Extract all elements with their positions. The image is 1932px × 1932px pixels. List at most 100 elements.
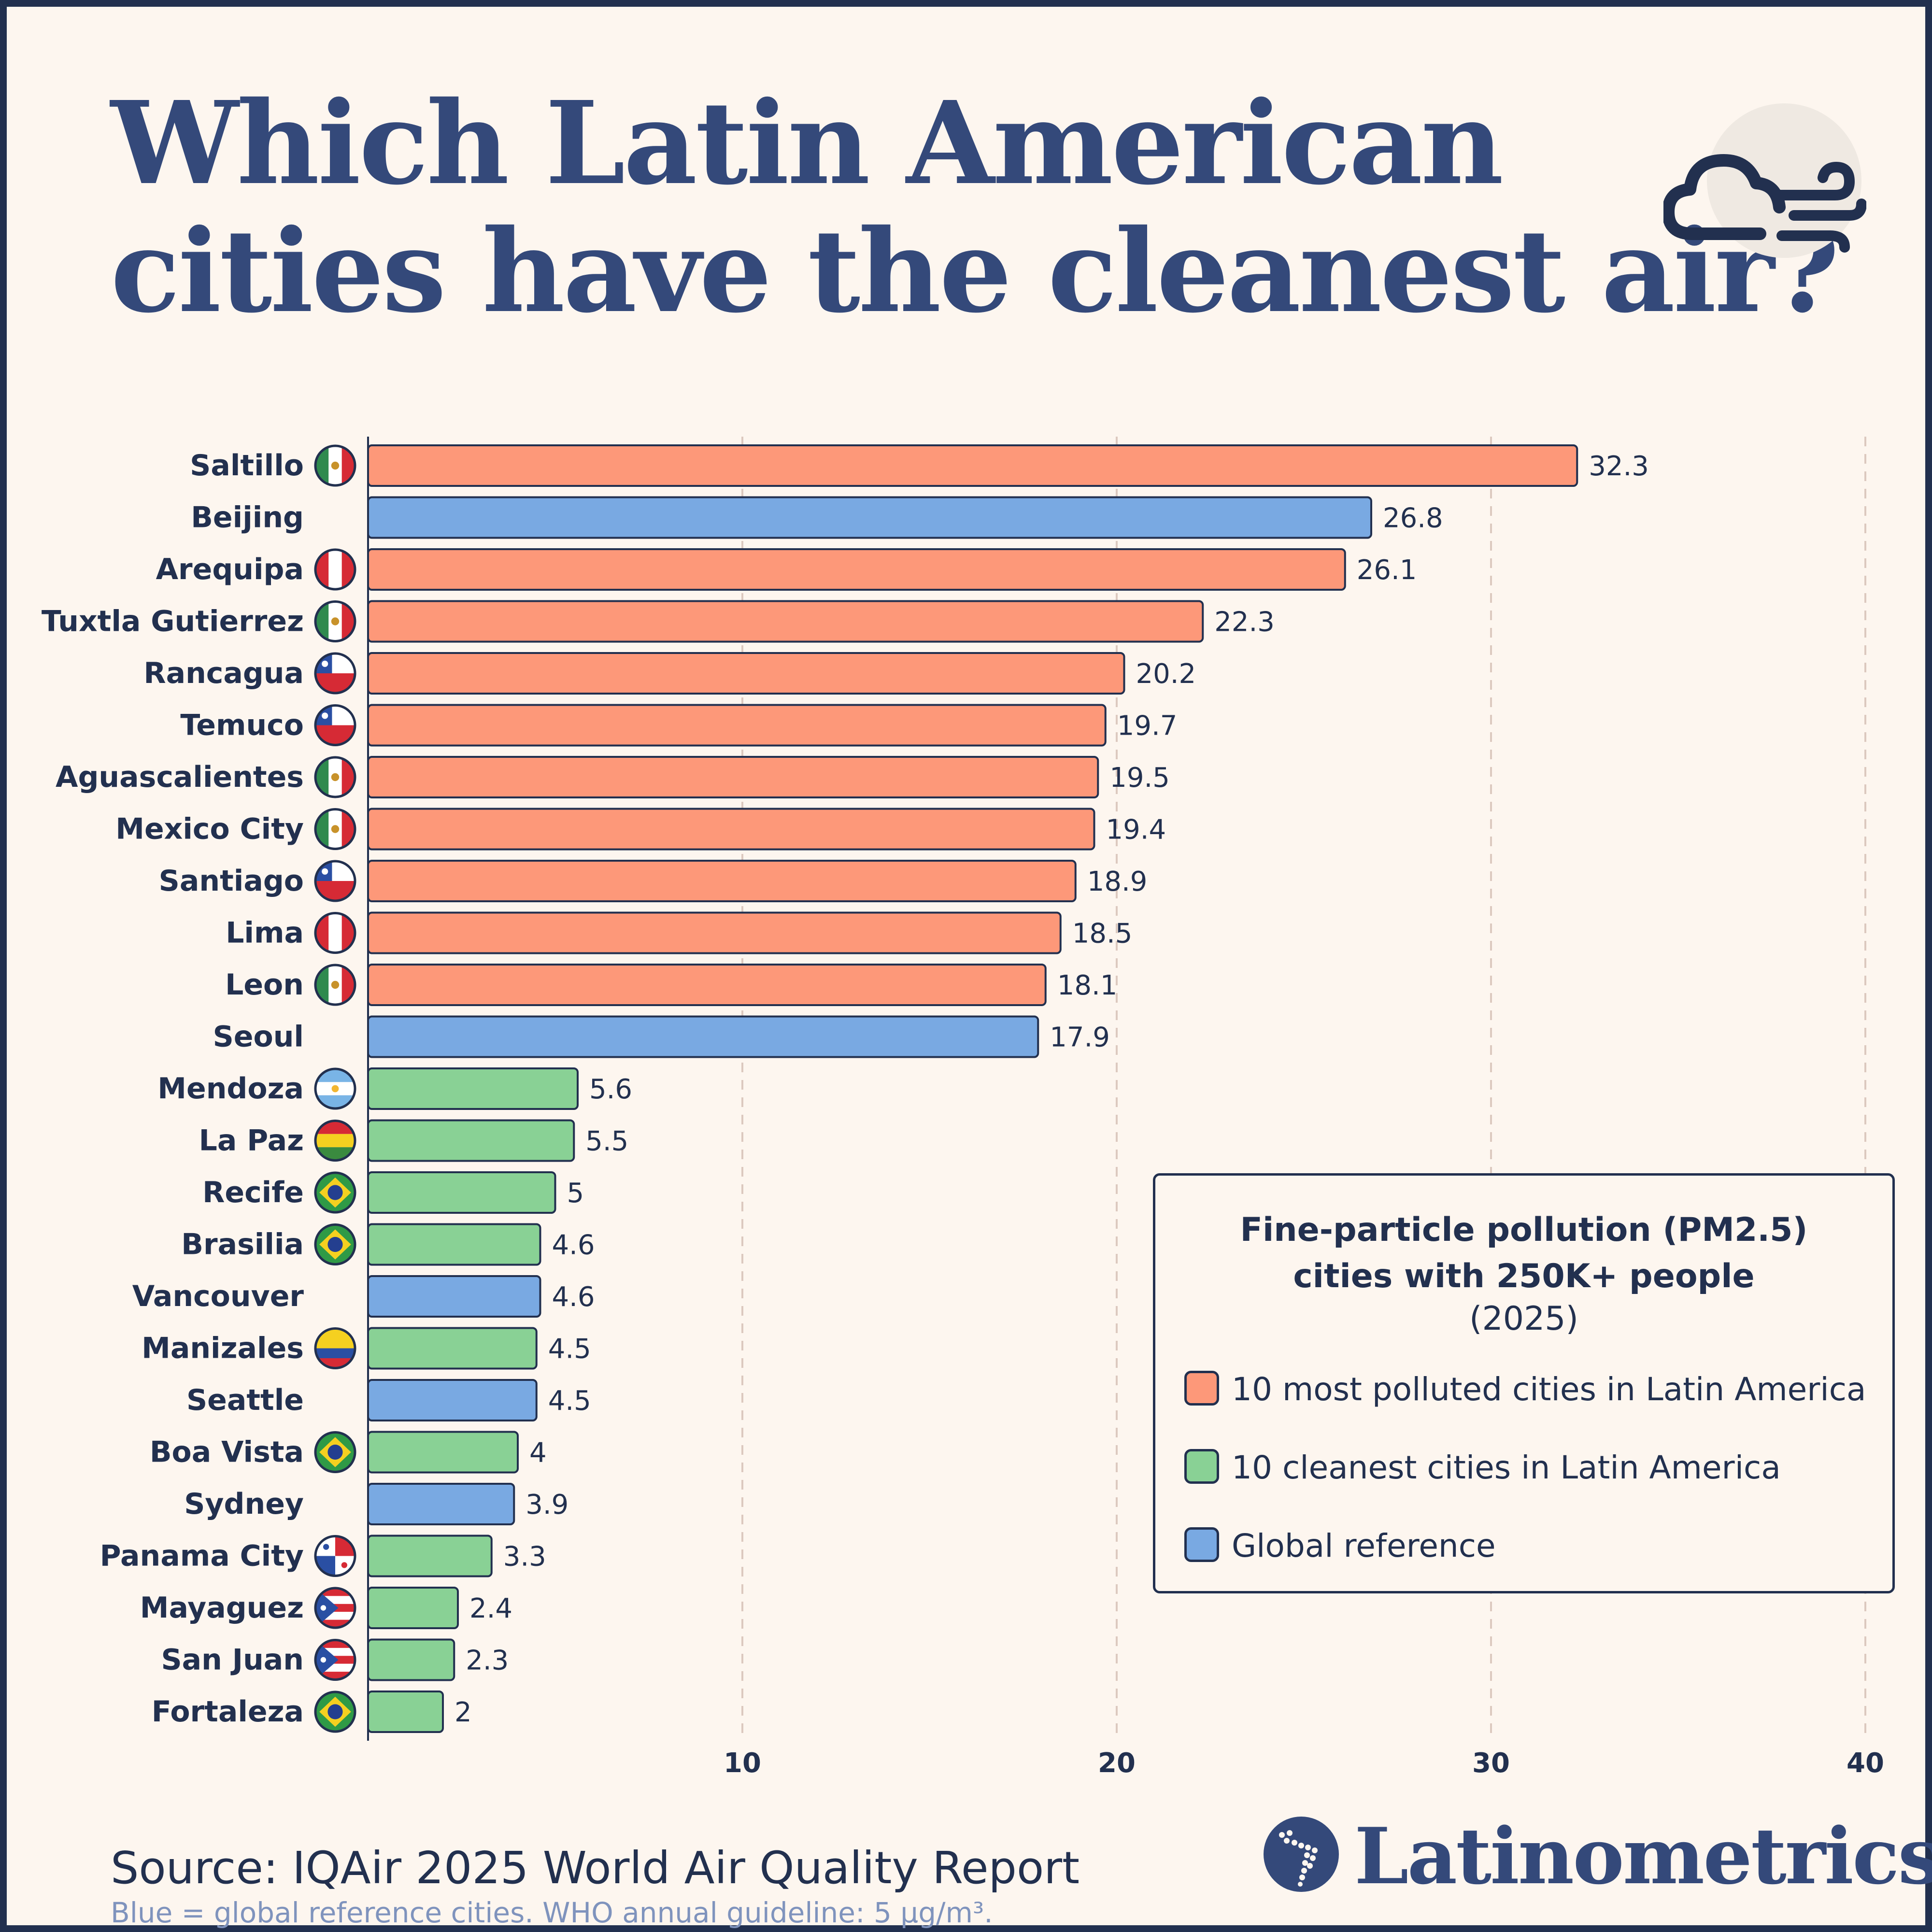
value-label-la-paz: 5.5 [585,1126,628,1157]
flag-icon-peru [314,912,356,954]
legend-label-clean: 10 cleanest cities in Latin America [1232,1449,1781,1486]
flag-icon-brazil [314,1171,356,1214]
city-label-leon: Leon [225,968,304,1002]
cloud-wind-icon [1663,154,1866,253]
bar-temuco [367,704,1107,747]
bar-lima [367,911,1062,954]
source-text: Source: IQAir 2025 World Air Quality Rep… [111,1842,1080,1894]
city-label-temuco: Temuco [180,709,304,742]
bar-leon [367,964,1047,1006]
city-label-sydney: Sydney [184,1487,304,1521]
bar-sydney [367,1483,515,1525]
value-label-leon: 18.1 [1057,970,1118,1001]
flag-icon-chile [314,704,356,746]
legend-swatch-clean [1184,1449,1219,1484]
city-label-beijing: Beijing [191,501,304,535]
bar-brasilia [367,1223,541,1266]
footnote: Blue = global reference cities. WHO annu… [111,1896,993,1929]
value-label-sydney: 3.9 [526,1489,568,1520]
city-label-tuxtla-gutierrez: Tuxtla Gutierrez [42,605,304,639]
flag-icon-brazil [314,1431,356,1473]
city-label-rancagua: Rancagua [143,656,304,690]
city-label-san-juan: San Juan [161,1643,304,1677]
city-label-saltillo: Saltillo [190,449,304,483]
value-label-temuco: 19.7 [1117,710,1178,742]
legend-swatch-global [1184,1527,1219,1562]
city-label-mexico-city: Mexico City [115,812,304,846]
value-label-manizales: 4.5 [548,1334,591,1365]
city-label-brasilia: Brasilia [181,1228,304,1262]
value-label-mendoza: 5.6 [589,1074,632,1105]
city-label-fortaleza: Fortaleza [152,1695,304,1729]
x-tick-label: 10 [724,1747,761,1779]
city-label-aguascalientes: Aguascalientes [56,760,304,794]
latin-america-map-logo-icon [1264,1817,1339,1892]
city-label-seoul: Seoul [213,1020,304,1054]
value-label-rancagua: 20.2 [1136,658,1196,690]
value-label-vancouver: 4.6 [552,1281,595,1313]
bar-recife [367,1171,556,1214]
city-label-manizales: Manizales [142,1332,304,1365]
value-label-aguascalientes: 19.5 [1109,762,1170,794]
bar-panama-city [367,1534,493,1577]
flag-icon-mexico [314,444,356,487]
city-label-vancouver: Vancouver [132,1279,304,1313]
flag-icon-chile [314,652,356,695]
bar-vancouver [367,1275,541,1318]
value-label-seattle: 4.5 [548,1385,591,1417]
bar-rancagua [367,652,1125,695]
flag-icon-puerto-rico [314,1587,356,1629]
city-label-mayaguez: Mayaguez [140,1591,304,1625]
title-line-2: cities have the cleanest air? [111,204,1839,338]
value-label-saltillo: 32.3 [1589,451,1649,482]
legend-title-line-2: cities with 250K+ people [1293,1257,1755,1295]
x-tick-label: 30 [1472,1747,1510,1779]
value-label-mexico-city: 19.4 [1106,814,1166,846]
value-label-san-juan: 2.3 [466,1645,509,1676]
flag-icon-chile [314,860,356,902]
city-label-la-paz: La Paz [199,1124,304,1158]
legend-subtitle: (2025) [1469,1300,1579,1338]
value-label-brasilia: 4.6 [552,1230,595,1261]
value-label-beijing: 26.8 [1383,503,1443,534]
bar-mayaguez [367,1587,459,1629]
value-label-recife: 5 [567,1178,584,1209]
flag-icon-argentina [314,1067,356,1110]
legend-title: Fine-particle pollution (PM2.5) cities w… [1155,1207,1892,1300]
flag-icon-brazil [314,1223,356,1265]
bar-aguascalientes [367,756,1099,798]
bar-mexico-city [367,808,1095,851]
legend-swatch-polluted [1184,1371,1219,1406]
value-label-mayaguez: 2.4 [469,1593,512,1624]
x-tick-label: 20 [1098,1747,1136,1779]
bar-santiago [367,860,1077,902]
bar-arequipa [367,548,1346,591]
bar-saltillo [367,444,1578,487]
bar-tuxtla-gutierrez [367,600,1204,643]
value-label-santiago: 18.9 [1087,866,1148,897]
city-label-panama-city: Panama City [100,1539,304,1573]
value-label-lima: 18.5 [1072,918,1133,950]
city-label-boa-vista: Boa Vista [150,1435,304,1469]
value-label-fortaleza: 2 [455,1697,472,1728]
flag-icon-mexico [314,808,356,850]
legend-label-global: Global reference [1232,1527,1496,1564]
x-tick-label: 40 [1847,1747,1884,1779]
legend: Fine-particle pollution (PM2.5) cities w… [1153,1173,1895,1593]
flag-icon-brazil [314,1690,356,1733]
page-title: Which Latin American cities have the cle… [111,79,1839,338]
flag-icon-puerto-rico [314,1639,356,1681]
flag-icon-mexico [314,756,356,798]
legend-label-polluted: 10 most polluted cities in Latin America [1232,1371,1866,1408]
value-label-panama-city: 3.3 [503,1541,546,1573]
value-label-seoul: 17.9 [1050,1022,1110,1053]
flag-icon-mexico [314,600,356,642]
city-label-arequipa: Arequipa [156,553,304,586]
bar-fortaleza [367,1690,444,1733]
city-label-seattle: Seattle [186,1383,304,1417]
bar-san-juan [367,1638,455,1681]
city-label-recife: Recife [202,1176,304,1209]
bar-la-paz [367,1119,575,1162]
bar-seoul [367,1015,1039,1058]
